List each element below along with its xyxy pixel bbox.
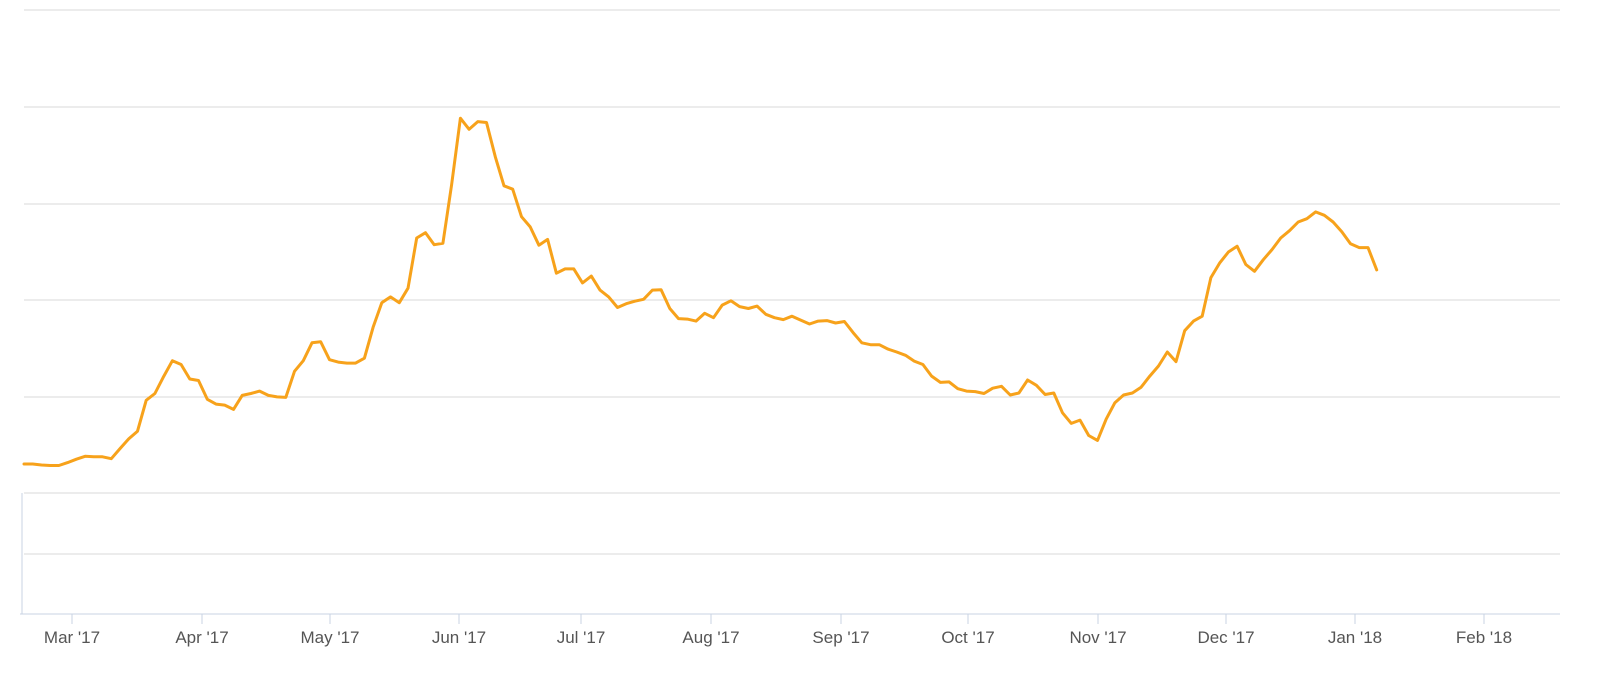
x-tick-label: Jun '17 xyxy=(432,628,486,647)
x-tick-label: Sep '17 xyxy=(812,628,869,647)
x-tick-label: Aug '17 xyxy=(682,628,739,647)
x-tick-label: May '17 xyxy=(301,628,360,647)
price-line xyxy=(22,116,1379,467)
x-tick-label: Feb '18 xyxy=(1456,628,1512,647)
x-axis-ticks: Mar '17 Apr '17 May '17 Jun '17 Jul '17 Aug '… xyxy=(44,614,1512,647)
x-tick-label: Oct '17 xyxy=(941,628,994,647)
x-tick-label: Jul '17 xyxy=(557,628,606,647)
x-tick-label: Dec '17 xyxy=(1197,628,1254,647)
x-tick-label: Mar '17 xyxy=(44,628,100,647)
x-tick-label: Jan '18 xyxy=(1328,628,1382,647)
x-tick-label: Apr '17 xyxy=(175,628,228,647)
grid-lines xyxy=(24,9,1560,555)
x-tick-label: Nov '17 xyxy=(1069,628,1126,647)
